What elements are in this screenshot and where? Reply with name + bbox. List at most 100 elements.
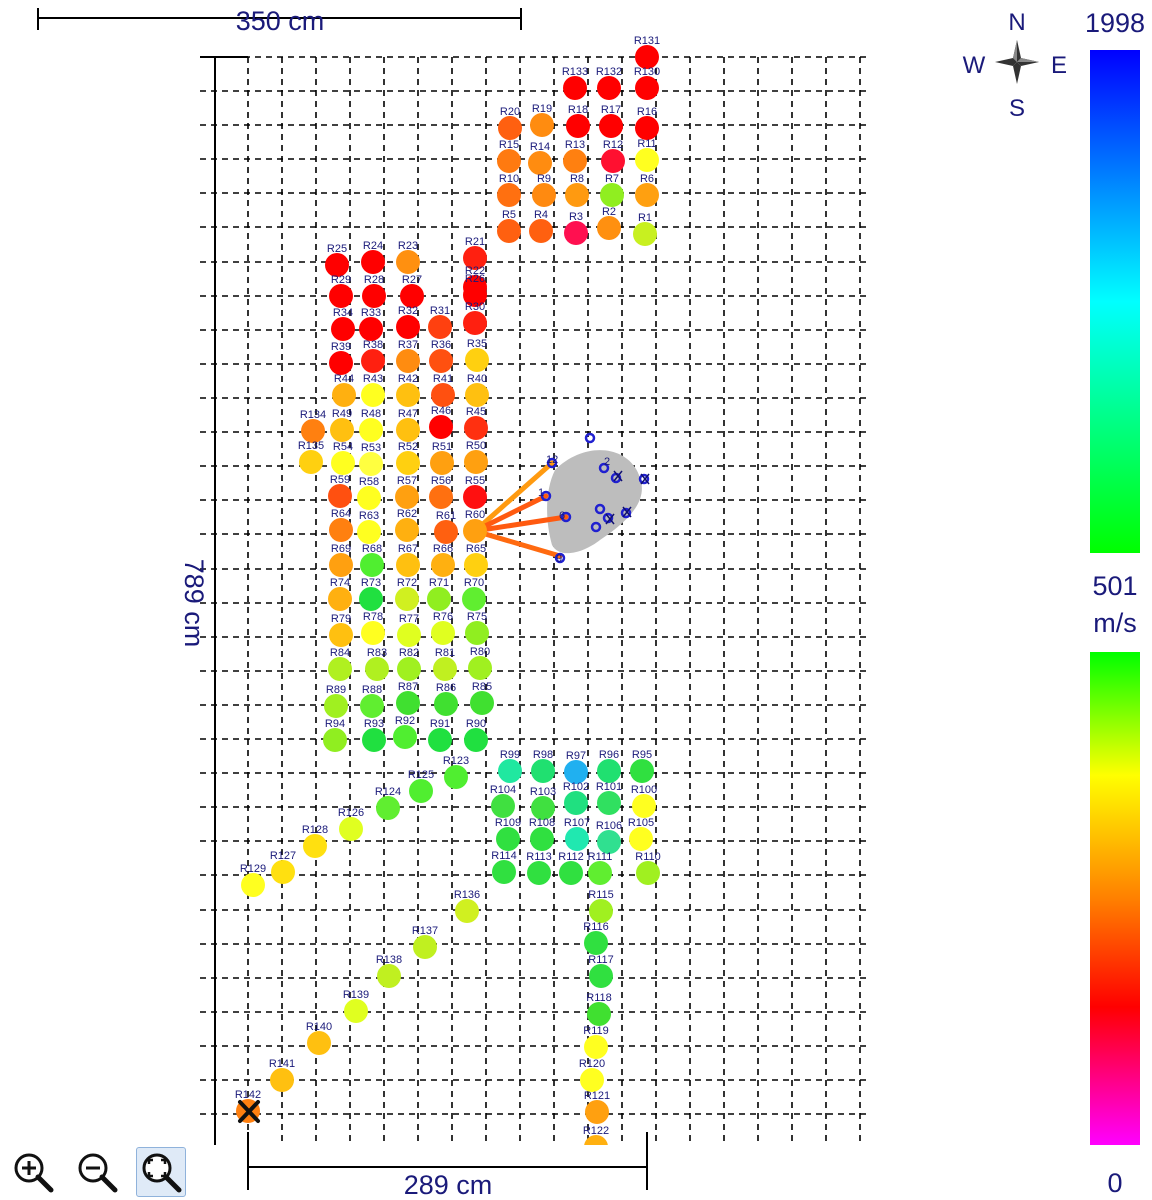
receiver-r120: R120 (579, 1058, 605, 1092)
receiver-r128: R128 (302, 824, 328, 858)
receiver-r114: R114 (491, 850, 517, 884)
receiver-dot (396, 349, 420, 373)
receiver-r104: R104 (490, 784, 516, 818)
receiver-label: R98 (533, 749, 553, 761)
receiver-dot (360, 553, 384, 577)
receiver-r29: R29 (329, 274, 353, 308)
zoom-extent-button[interactable] (136, 1147, 186, 1197)
receiver-label: R56 (431, 475, 451, 487)
receiver-label: R84 (330, 647, 350, 659)
receiver-label: R61 (436, 510, 456, 522)
receiver-dot (635, 45, 659, 69)
receiver-r69: R69 (329, 543, 353, 577)
tomography-plot[interactable]: 350 cm 789 cm 12 2 1 6 9 R131 R133 R132 R130 R20… (0, 0, 1152, 1145)
receiver-label: R110 (635, 851, 660, 863)
receiver-dot (434, 520, 458, 544)
receiver-r57: R57 (395, 475, 419, 509)
receiver-dot (599, 114, 623, 138)
receiver-label: R122 (583, 1125, 609, 1137)
receiver-dot (359, 452, 383, 476)
receiver-label: R22 (465, 265, 485, 277)
receiver-label: R141 (269, 1058, 295, 1070)
receiver-dot (361, 621, 385, 645)
receiver-r51: R51 (430, 441, 454, 475)
receiver-dot (636, 861, 660, 885)
receiver-label: R86 (436, 682, 456, 694)
receiver-r95: R95 (630, 749, 654, 783)
receiver-label: R133 (562, 66, 588, 78)
receiver-r40: R40 (465, 373, 489, 407)
receiver-dot (597, 830, 621, 854)
receiver-r126: R126 (338, 807, 364, 841)
receiver-label: R4 (534, 209, 548, 221)
receiver-dot (429, 349, 453, 373)
receiver-label: R101 (596, 781, 622, 793)
receiver-r9: R9 (532, 173, 556, 207)
zoom-in-button[interactable] (8, 1147, 58, 1197)
receiver-dot (396, 418, 420, 442)
receiver-r91: R91 (428, 718, 452, 752)
receiver-dot (465, 383, 489, 407)
receiver-dot (377, 964, 401, 988)
receiver-label: R5 (502, 209, 516, 221)
receiver-dot (564, 221, 588, 245)
receiver-label: R8 (570, 173, 584, 185)
receiver-dot (465, 621, 489, 645)
receiver-label: R73 (361, 577, 381, 589)
receiver-dot (428, 315, 452, 339)
receiver-r11: R11 (635, 138, 659, 172)
receiver-r94: R94 (323, 718, 347, 752)
receiver-label: R96 (599, 749, 619, 761)
receiver-label: R130 (634, 66, 660, 78)
receiver-r12: R12 (601, 139, 625, 173)
receiver-r135: R135 (298, 440, 324, 474)
receiver-dot (431, 553, 455, 577)
receiver-label: R47 (398, 408, 418, 420)
receiver-r31: R31 (428, 305, 452, 339)
receiver-label: R103 (530, 786, 556, 798)
receiver-dot (584, 1135, 608, 1145)
receiver-dot (531, 796, 555, 820)
receiver-r32: R32 (396, 305, 420, 339)
receiver-dot (529, 219, 553, 243)
receiver-r33: R33 (359, 307, 383, 341)
receiver-label: R21 (465, 236, 485, 248)
receiver-r139: R139 (343, 989, 369, 1023)
receiver-r36: R36 (429, 339, 453, 373)
top-scale-label: 350 cm (236, 6, 325, 36)
receiver-dot (491, 794, 515, 818)
receiver-label: R27 (402, 274, 422, 286)
receiver-label: R102 (563, 781, 589, 793)
receiver-dot (409, 779, 433, 803)
receiver-dot (396, 383, 420, 407)
receiver-label: R57 (397, 475, 417, 487)
receiver-dot (325, 253, 349, 277)
receiver-dot (589, 899, 613, 923)
receiver-label: R70 (464, 577, 484, 589)
receiver-r52: R52 (396, 441, 420, 475)
receiver-dot (630, 759, 654, 783)
receiver-r39: R39 (329, 341, 353, 375)
receiver-dot (531, 759, 555, 783)
receiver-dot (635, 76, 659, 100)
receiver-label: R117 (588, 954, 613, 966)
receiver-dot (361, 383, 385, 407)
source-markers (540, 432, 650, 564)
receiver-r71: R71 (427, 577, 451, 611)
receiver-dot (396, 250, 420, 274)
receiver-label: R88 (362, 684, 382, 696)
receiver-label: R65 (466, 543, 486, 555)
zoom-in-icon (14, 1153, 54, 1193)
receiver-label: R1 (638, 212, 652, 224)
receiver-label: R58 (359, 476, 379, 488)
receiver-label: R13 (565, 139, 585, 151)
receiver-dot (563, 76, 587, 100)
receiver-r17: R17 (599, 104, 623, 138)
receiver-label: R45 (466, 406, 486, 418)
zoom-out-button[interactable] (72, 1147, 122, 1197)
receiver-dot (633, 222, 657, 246)
receiver-dot (635, 183, 659, 207)
receiver-label: R37 (398, 339, 418, 351)
receiver-r105: R105 (628, 817, 654, 851)
